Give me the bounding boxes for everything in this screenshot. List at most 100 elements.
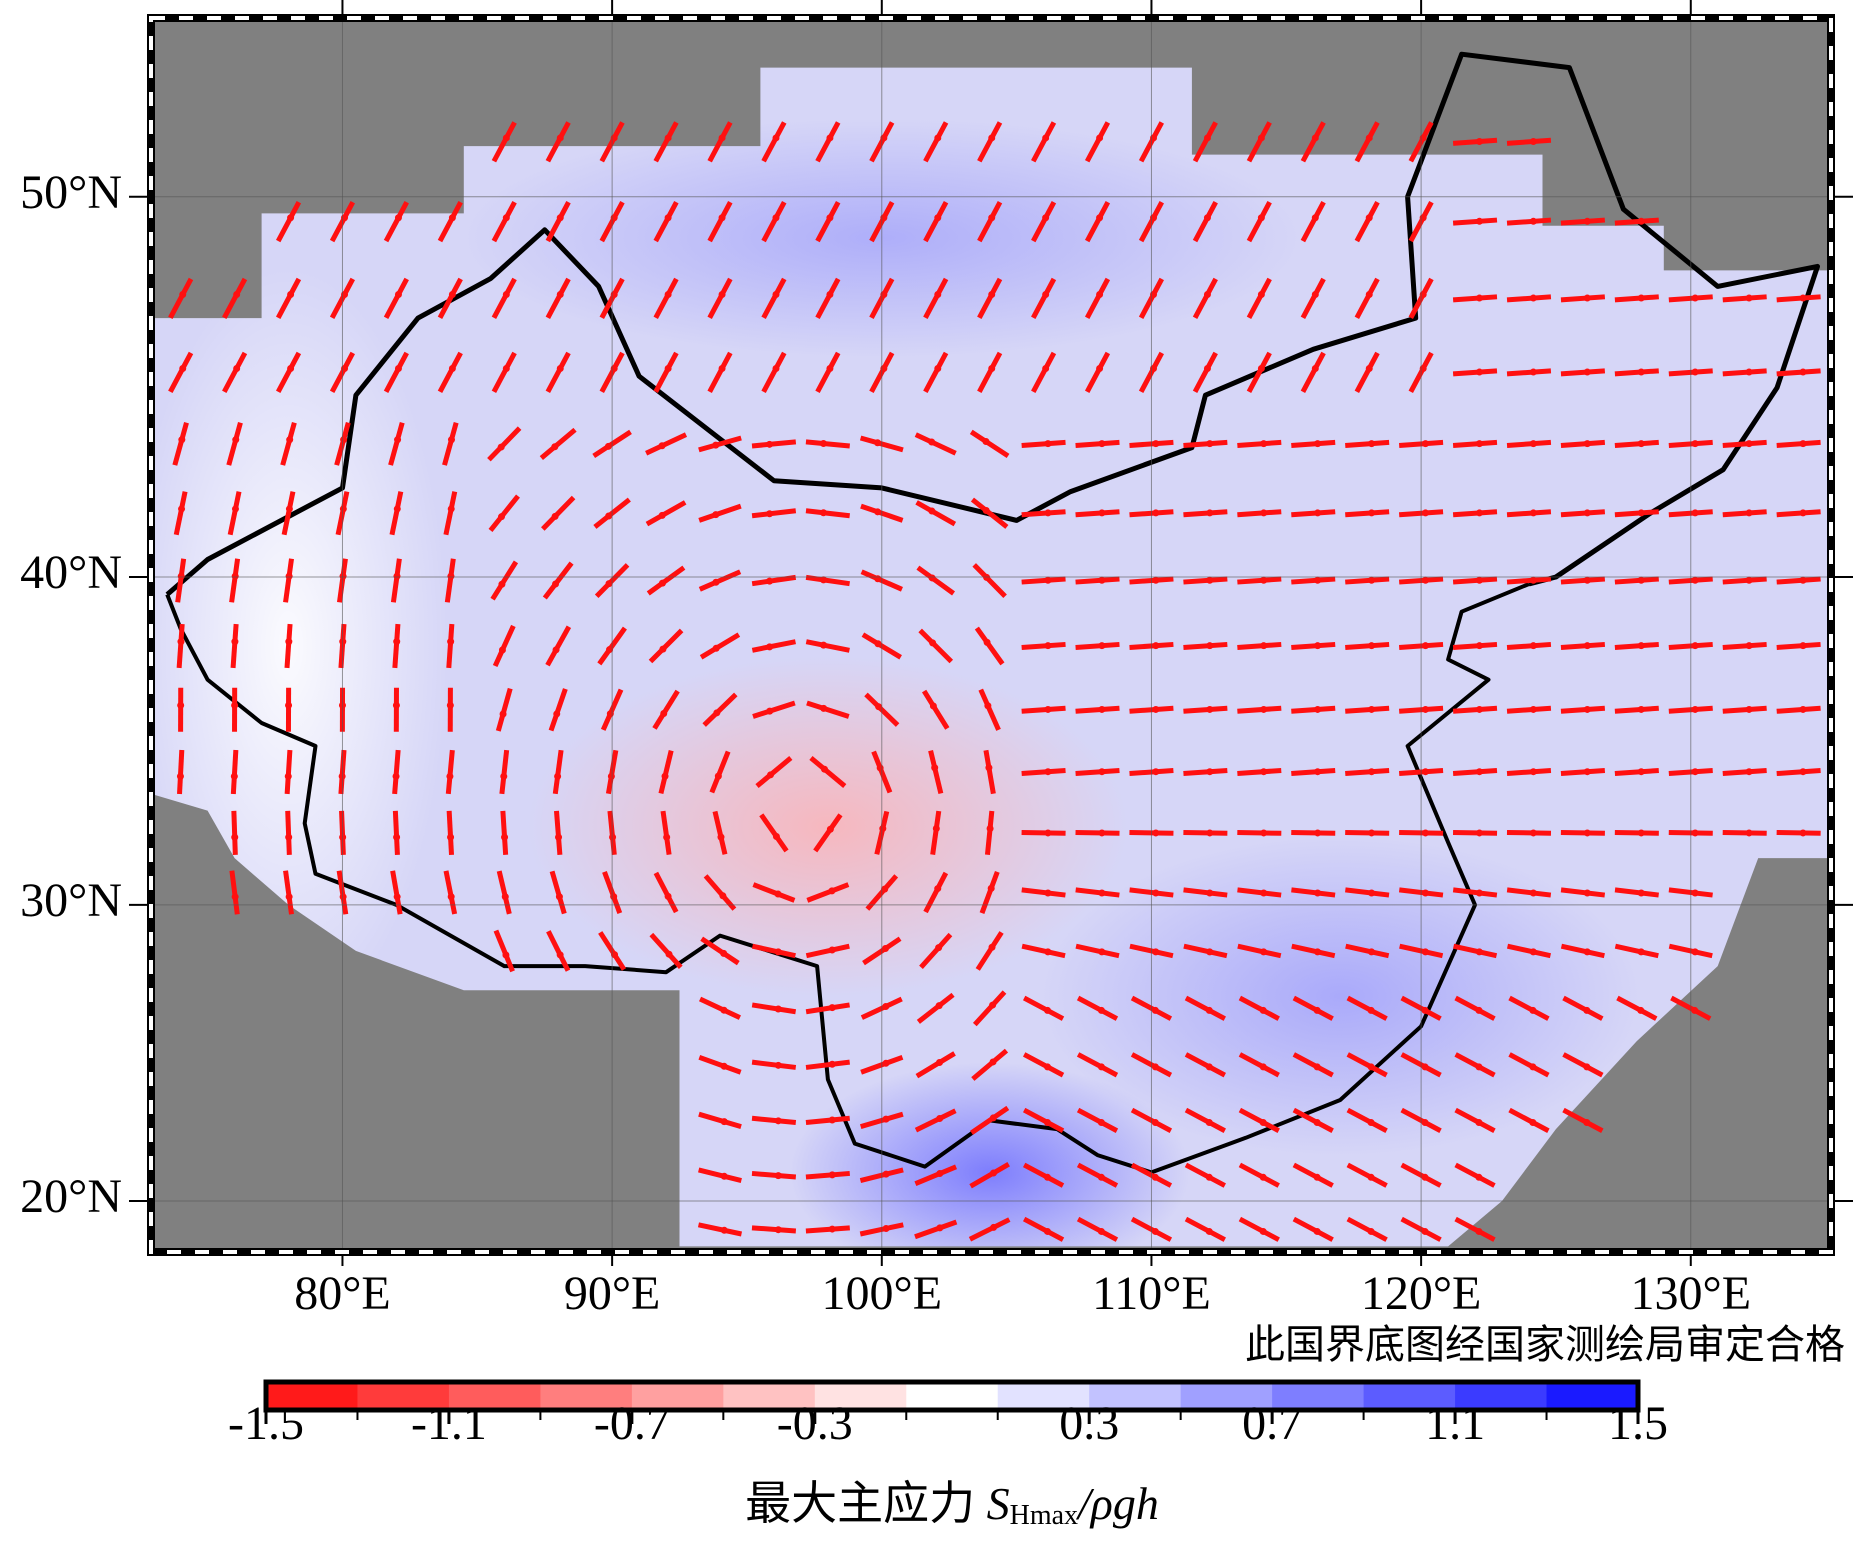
colorbar-bin <box>540 1382 633 1410</box>
stress-head <box>446 772 454 780</box>
stress-head <box>556 364 564 372</box>
coast-border <box>165 582 1530 1175</box>
stress-head <box>1259 1118 1267 1126</box>
stress-stick <box>1075 767 1120 777</box>
stress-head <box>393 833 401 841</box>
stress-stick <box>1452 641 1498 651</box>
stress-head <box>177 638 185 646</box>
stress-head <box>1203 364 1211 372</box>
colorbar-tick-label: -0.3 <box>777 1397 853 1450</box>
stress-stick <box>707 121 733 163</box>
stress-head <box>1529 642 1537 650</box>
stress-head <box>1475 1173 1483 1181</box>
stress-stick <box>645 500 687 527</box>
stress-stick <box>1021 439 1066 448</box>
stress-head <box>819 440 827 448</box>
stress-head <box>232 436 240 444</box>
stress-head <box>1368 642 1376 650</box>
stress-stick <box>653 277 679 319</box>
stress-head <box>1368 889 1376 897</box>
stress-stick <box>1184 1052 1226 1078</box>
stress-head <box>767 771 775 779</box>
stress-head <box>1043 1118 1051 1126</box>
stress-stick <box>646 565 686 596</box>
stress-stick <box>1238 995 1280 1021</box>
stress-head <box>285 638 293 646</box>
stress-head <box>1314 829 1322 837</box>
stress-head <box>1311 214 1319 222</box>
y-tick-label: 50°N <box>20 166 122 219</box>
stress-stick <box>698 1111 742 1130</box>
stress-head <box>1475 509 1483 517</box>
x-tick-label: 80°E <box>294 1267 391 1320</box>
stress-head <box>934 885 942 893</box>
stress-head <box>611 951 619 959</box>
stress-head <box>882 1002 890 1010</box>
stress-head <box>339 572 347 580</box>
stress-stick <box>1291 576 1336 585</box>
stress-head <box>712 578 720 586</box>
stress-head <box>1691 440 1699 448</box>
stress-stick <box>1560 767 1606 777</box>
stress-head <box>1368 829 1376 837</box>
stress-head <box>551 443 559 451</box>
stress-stick <box>1237 509 1282 518</box>
stress-stick <box>805 1225 850 1234</box>
stress-head <box>552 646 560 654</box>
stress-head <box>1097 1063 1105 1071</box>
stress-stick <box>388 422 405 466</box>
stress-stick <box>1345 767 1390 777</box>
stress-stick <box>1292 1216 1334 1242</box>
stress-head <box>1475 368 1483 376</box>
stress-head <box>772 134 780 142</box>
stress-stick <box>284 749 293 795</box>
stress-stick <box>1075 576 1120 585</box>
stress-head <box>287 364 295 372</box>
stress-head <box>610 893 618 901</box>
stress-head <box>499 710 507 718</box>
stress-stick <box>1345 509 1390 518</box>
stress-stick <box>392 623 401 669</box>
stress-stick <box>496 870 512 915</box>
stress-stick <box>1560 829 1605 836</box>
stress-head <box>284 772 292 780</box>
stress-head <box>1799 440 1807 448</box>
stress-head <box>1637 705 1645 713</box>
stress-stick <box>915 500 957 527</box>
stress-head <box>1583 1006 1591 1014</box>
stress-head <box>1637 948 1645 956</box>
stress-stick <box>1075 705 1120 714</box>
stress-head <box>1475 705 1483 713</box>
stress-stick <box>971 1048 1009 1081</box>
stress-head <box>231 701 239 709</box>
stress-head <box>1042 134 1050 142</box>
stress-head <box>881 944 889 952</box>
stress-stick <box>1614 439 1659 448</box>
stress-stick <box>916 565 956 596</box>
stress-head <box>828 946 836 954</box>
stress-head <box>1799 294 1807 302</box>
stress-head <box>774 1226 782 1234</box>
stress-stick <box>1614 829 1659 836</box>
y-tick-label: 30°N <box>20 874 122 927</box>
stress-stick <box>1345 641 1390 651</box>
stress-stick <box>488 494 520 532</box>
stress-head <box>1583 217 1591 225</box>
stress-stick <box>383 277 409 319</box>
stress-stick <box>805 639 850 653</box>
stress-stick <box>1246 121 1272 163</box>
stress-head <box>285 893 293 901</box>
stress-stick <box>1022 995 1065 1021</box>
stress-head <box>1151 1006 1159 1014</box>
stress-stick <box>1237 576 1282 585</box>
stress-head <box>1529 705 1537 713</box>
stress-head <box>1098 768 1106 776</box>
stress-stick <box>1506 576 1552 585</box>
colorbar-bin <box>448 1382 541 1410</box>
stress-head <box>1475 829 1483 837</box>
stress-head <box>772 364 780 372</box>
stress-head <box>826 134 834 142</box>
stress-head <box>1799 576 1807 584</box>
stress-stick <box>1776 294 1821 303</box>
stress-stick <box>1076 1216 1119 1242</box>
